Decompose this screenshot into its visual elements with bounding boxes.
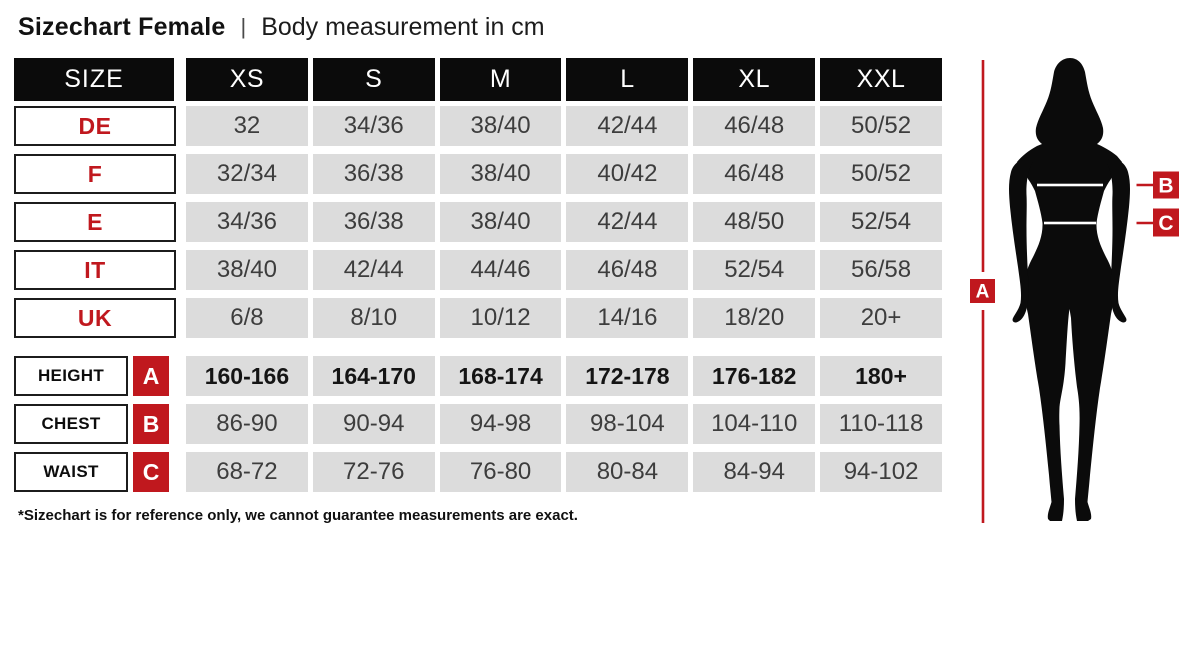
row-label-waist: WAIST xyxy=(14,452,128,492)
silhouette-left-arm xyxy=(1009,157,1033,323)
cell-de-m: 38/40 xyxy=(439,106,562,146)
cell-chest-s: 90-94 xyxy=(312,404,435,444)
cell-chest-m: 94-98 xyxy=(439,404,562,444)
row-label-height: HEIGHT xyxy=(14,356,128,396)
cell-e-l: 42/44 xyxy=(566,202,689,242)
figure-marker-c-label: C xyxy=(1158,212,1173,235)
size-corner-header: SIZE xyxy=(14,58,174,101)
cell-f-l: 40/42 xyxy=(566,154,689,194)
cell-waist-xs: 68-72 xyxy=(186,452,308,492)
cell-height-xl: 176-182 xyxy=(693,356,816,396)
cell-it-m: 44/46 xyxy=(439,250,562,290)
cell-de-xl: 46/48 xyxy=(693,106,816,146)
cell-e-xs: 34/36 xyxy=(186,202,308,242)
row-label-de: DE xyxy=(14,106,176,146)
marker-c-badge: C xyxy=(133,452,169,492)
cell-it-xs: 38/40 xyxy=(186,250,308,290)
cell-uk-xl: 18/20 xyxy=(693,298,816,338)
cell-de-s: 34/36 xyxy=(312,106,435,146)
cell-de-xs: 32 xyxy=(186,106,308,146)
title-subtitle: Body measurement in cm xyxy=(261,13,545,41)
cell-waist-xl: 84-94 xyxy=(693,452,816,492)
column-header-s: S xyxy=(312,58,435,101)
column-header-xl: XL xyxy=(693,58,816,101)
cell-chest-xxl: 110-118 xyxy=(820,404,942,444)
cell-it-s: 42/44 xyxy=(312,250,435,290)
cell-waist-m: 76-80 xyxy=(439,452,562,492)
row-label-uk: UK xyxy=(14,298,176,338)
figure-marker-a-label: A xyxy=(976,282,990,303)
cell-e-xxl: 52/54 xyxy=(820,202,942,242)
column-header-xs: XS xyxy=(186,58,308,101)
cell-e-s: 36/38 xyxy=(312,202,435,242)
cell-f-m: 38/40 xyxy=(439,154,562,194)
cell-e-m: 38/40 xyxy=(439,202,562,242)
column-header-m: M xyxy=(439,58,562,101)
cell-it-xxl: 56/58 xyxy=(820,250,942,290)
cell-height-s: 164-170 xyxy=(312,356,435,396)
header-columns: XS S M L XL XXL xyxy=(186,58,942,101)
figure-marker-b-label: B xyxy=(1158,175,1173,198)
figure-marker-c-box xyxy=(1153,208,1179,237)
cell-waist-s: 72-76 xyxy=(312,452,435,492)
title-divider: | xyxy=(240,14,247,39)
title-main: Sizechart Female xyxy=(18,13,226,41)
cell-waist-l: 80-84 xyxy=(566,452,689,492)
disclaimer-text: *Sizechart is for reference only, we can… xyxy=(18,507,578,524)
cell-f-xxl: 50/52 xyxy=(820,154,942,194)
cell-uk-s: 8/10 xyxy=(312,298,435,338)
cell-uk-l: 14/16 xyxy=(566,298,689,338)
cell-uk-xxl: 20+ xyxy=(820,298,942,338)
row-label-it: IT xyxy=(14,250,176,290)
page-title: Sizechart Female | Body measurement in c… xyxy=(18,13,545,42)
column-header-l: L xyxy=(566,58,689,101)
cell-chest-xs: 86-90 xyxy=(186,404,308,444)
cell-it-l: 46/48 xyxy=(566,250,689,290)
cell-height-xs: 160-166 xyxy=(186,356,308,396)
cell-uk-xs: 6/8 xyxy=(186,298,308,338)
waist-measure-line xyxy=(1044,221,1096,225)
chest-measure-line xyxy=(1037,183,1103,187)
cell-f-xl: 46/48 xyxy=(693,154,816,194)
body-measurement-figure: A B C xyxy=(965,55,1200,545)
marker-a-badge: A xyxy=(133,356,169,396)
cell-f-xs: 32/34 xyxy=(186,154,308,194)
row-label-f: F xyxy=(14,154,176,194)
row-label-chest: CHEST xyxy=(14,404,128,444)
cell-waist-xxl: 94-102 xyxy=(820,452,942,492)
marker-b-badge: B xyxy=(133,404,169,444)
cell-height-xxl: 180+ xyxy=(820,356,942,396)
figure-marker-b-box xyxy=(1153,171,1179,199)
cell-e-xl: 48/50 xyxy=(693,202,816,242)
figure-marker-a-box xyxy=(970,279,995,303)
cell-de-l: 42/44 xyxy=(566,106,689,146)
cell-height-l: 172-178 xyxy=(566,356,689,396)
female-silhouette xyxy=(1017,58,1122,521)
column-header-xxl: XXL xyxy=(820,58,942,101)
cell-chest-xl: 104-110 xyxy=(693,404,816,444)
cell-uk-m: 10/12 xyxy=(439,298,562,338)
cell-it-xl: 52/54 xyxy=(693,250,816,290)
cell-f-s: 36/38 xyxy=(312,154,435,194)
silhouette-right-arm xyxy=(1106,157,1130,323)
cell-chest-l: 98-104 xyxy=(566,404,689,444)
cell-height-m: 168-174 xyxy=(439,356,562,396)
row-label-e: E xyxy=(14,202,176,242)
cell-de-xxl: 50/52 xyxy=(820,106,942,146)
